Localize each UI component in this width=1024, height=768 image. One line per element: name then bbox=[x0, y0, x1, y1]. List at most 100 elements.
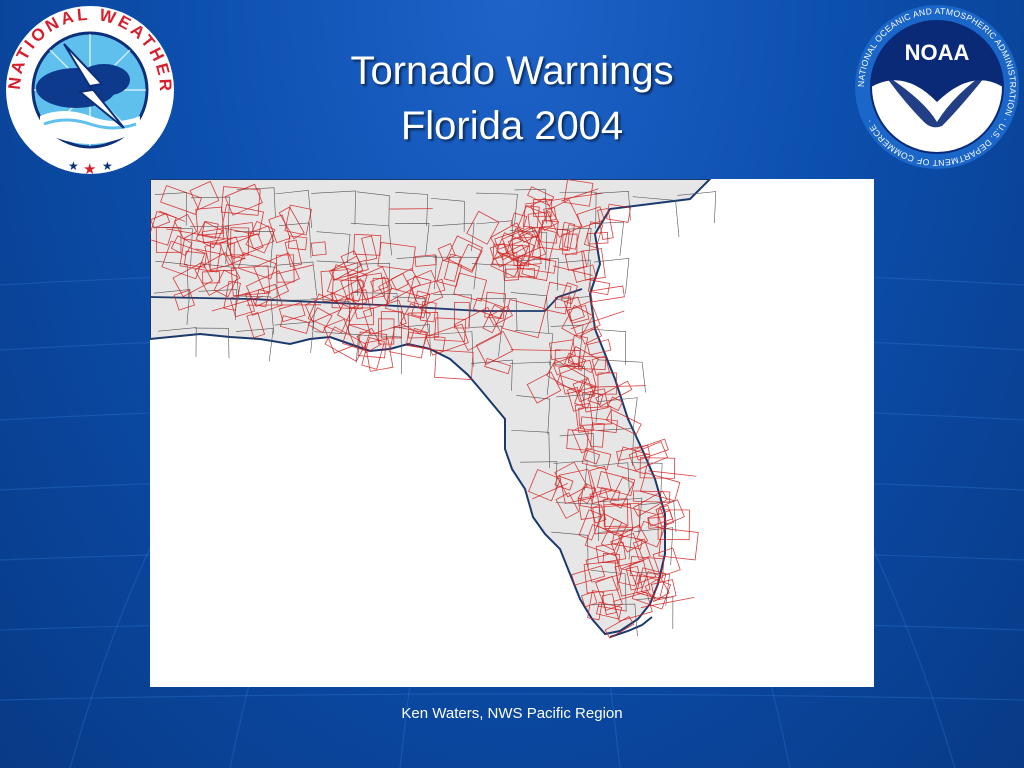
warning-polygon bbox=[189, 180, 220, 210]
county-boundary bbox=[433, 256, 478, 290]
warning-track bbox=[275, 264, 314, 275]
warning-polygon bbox=[434, 317, 467, 342]
county-boundary bbox=[432, 222, 475, 252]
warning-polygon bbox=[590, 422, 605, 448]
county-boundary bbox=[510, 230, 548, 270]
county-boundary bbox=[154, 289, 191, 325]
warning-polygon bbox=[564, 250, 588, 271]
warning-polygon bbox=[587, 232, 609, 245]
warning-polygon bbox=[307, 293, 353, 334]
warning-polygon bbox=[482, 304, 505, 334]
warning-polygon bbox=[604, 615, 635, 639]
warning-polygon bbox=[543, 281, 572, 315]
warning-polygon bbox=[581, 447, 612, 470]
warning-polygon bbox=[407, 312, 439, 339]
county-boundary bbox=[278, 222, 312, 258]
warning-polygon bbox=[411, 278, 446, 299]
warning-polygon bbox=[172, 261, 213, 298]
warning-polygons bbox=[150, 179, 699, 639]
warning-polygon bbox=[647, 509, 674, 527]
county-boundary bbox=[273, 299, 317, 330]
svg-text:★: ★ bbox=[102, 159, 113, 173]
warning-polygon bbox=[618, 568, 639, 587]
warning-polygon bbox=[336, 297, 360, 323]
warning-polygon bbox=[342, 324, 371, 351]
county-boundary bbox=[559, 191, 597, 229]
county-boundary bbox=[433, 294, 473, 327]
noaa-logo-icon: NOAA NATIONAL OCEANIC AND ATMOSPHERIC AD… bbox=[855, 5, 1019, 169]
warning-polygon bbox=[488, 305, 513, 326]
warning-polygon bbox=[454, 306, 502, 352]
warning-polygon bbox=[589, 489, 609, 505]
warning-polygon bbox=[628, 440, 669, 472]
county-boundary bbox=[516, 395, 551, 435]
county-boundary bbox=[471, 263, 506, 303]
warning-polygon bbox=[522, 205, 540, 229]
warning-polygon bbox=[552, 356, 576, 376]
county-boundary bbox=[237, 295, 275, 335]
warning-polygon bbox=[581, 591, 598, 608]
warning-polygon bbox=[613, 591, 653, 622]
warning-polygon bbox=[284, 204, 312, 236]
warning-polygon bbox=[560, 282, 579, 305]
warning-polygon bbox=[405, 331, 446, 352]
county-boundary bbox=[478, 298, 518, 331]
warning-track bbox=[524, 192, 603, 205]
warning-polygon bbox=[578, 406, 613, 426]
warning-polygon bbox=[370, 276, 389, 293]
warning-polygon bbox=[472, 297, 505, 319]
county-boundary bbox=[593, 257, 630, 294]
warning-polygon bbox=[246, 312, 266, 339]
county-boundary bbox=[509, 361, 552, 396]
warning-polygon bbox=[496, 232, 535, 265]
county-boundary bbox=[590, 328, 627, 365]
warning-track bbox=[589, 385, 646, 388]
warning-polygon bbox=[634, 438, 669, 461]
warning-polygon bbox=[618, 524, 649, 553]
warning-polygon bbox=[549, 339, 576, 360]
svg-text:★: ★ bbox=[68, 159, 79, 173]
warning-polygon bbox=[324, 326, 367, 362]
warning-polygon bbox=[639, 457, 676, 479]
warning-polygon bbox=[475, 330, 514, 365]
county-boundary bbox=[590, 570, 627, 612]
warning-polygon bbox=[567, 334, 589, 367]
warning-polygon bbox=[355, 266, 393, 301]
county-boundary bbox=[390, 324, 431, 357]
warning-polygon bbox=[587, 590, 605, 621]
warning-polygon bbox=[574, 402, 594, 433]
warning-polygon bbox=[457, 243, 483, 273]
warning-polygon bbox=[644, 577, 670, 603]
warning-track bbox=[561, 188, 599, 202]
warning-polygon bbox=[595, 541, 627, 564]
warning-polygon bbox=[597, 372, 617, 395]
slide-title: Tornado Warnings Florida 2004 bbox=[262, 44, 762, 154]
warning-polygon bbox=[526, 371, 562, 404]
warning-polygon bbox=[532, 199, 553, 217]
county-boundary bbox=[194, 327, 230, 359]
county-boundary bbox=[430, 197, 465, 232]
warning-track bbox=[532, 483, 568, 500]
warning-polygon bbox=[484, 358, 512, 375]
warning-polygon bbox=[595, 380, 633, 408]
nws-logo-icon: NATIONAL WEATHER SERVICE ★ ★ ★ bbox=[4, 4, 174, 176]
warning-polygon bbox=[195, 206, 225, 236]
warning-polygon bbox=[310, 241, 327, 257]
county-lines bbox=[152, 187, 717, 637]
county-boundary bbox=[557, 227, 592, 266]
warning-polygon bbox=[340, 250, 364, 277]
county-boundary bbox=[677, 191, 717, 224]
warning-polygon bbox=[173, 213, 198, 240]
warning-polygon bbox=[632, 538, 651, 561]
slide-footer: Ken Waters, NWS Pacific Region bbox=[401, 705, 623, 722]
county-boundary bbox=[555, 502, 600, 542]
county-boundary bbox=[234, 231, 274, 268]
warning-polygon bbox=[602, 553, 620, 564]
warning-polygon bbox=[161, 240, 206, 280]
warning-polygon bbox=[577, 355, 607, 371]
warning-track bbox=[159, 210, 186, 222]
county-boundary bbox=[158, 327, 197, 358]
warning-polygon bbox=[202, 271, 221, 284]
warning-polygon bbox=[581, 388, 609, 413]
warning-polygon bbox=[531, 227, 557, 262]
